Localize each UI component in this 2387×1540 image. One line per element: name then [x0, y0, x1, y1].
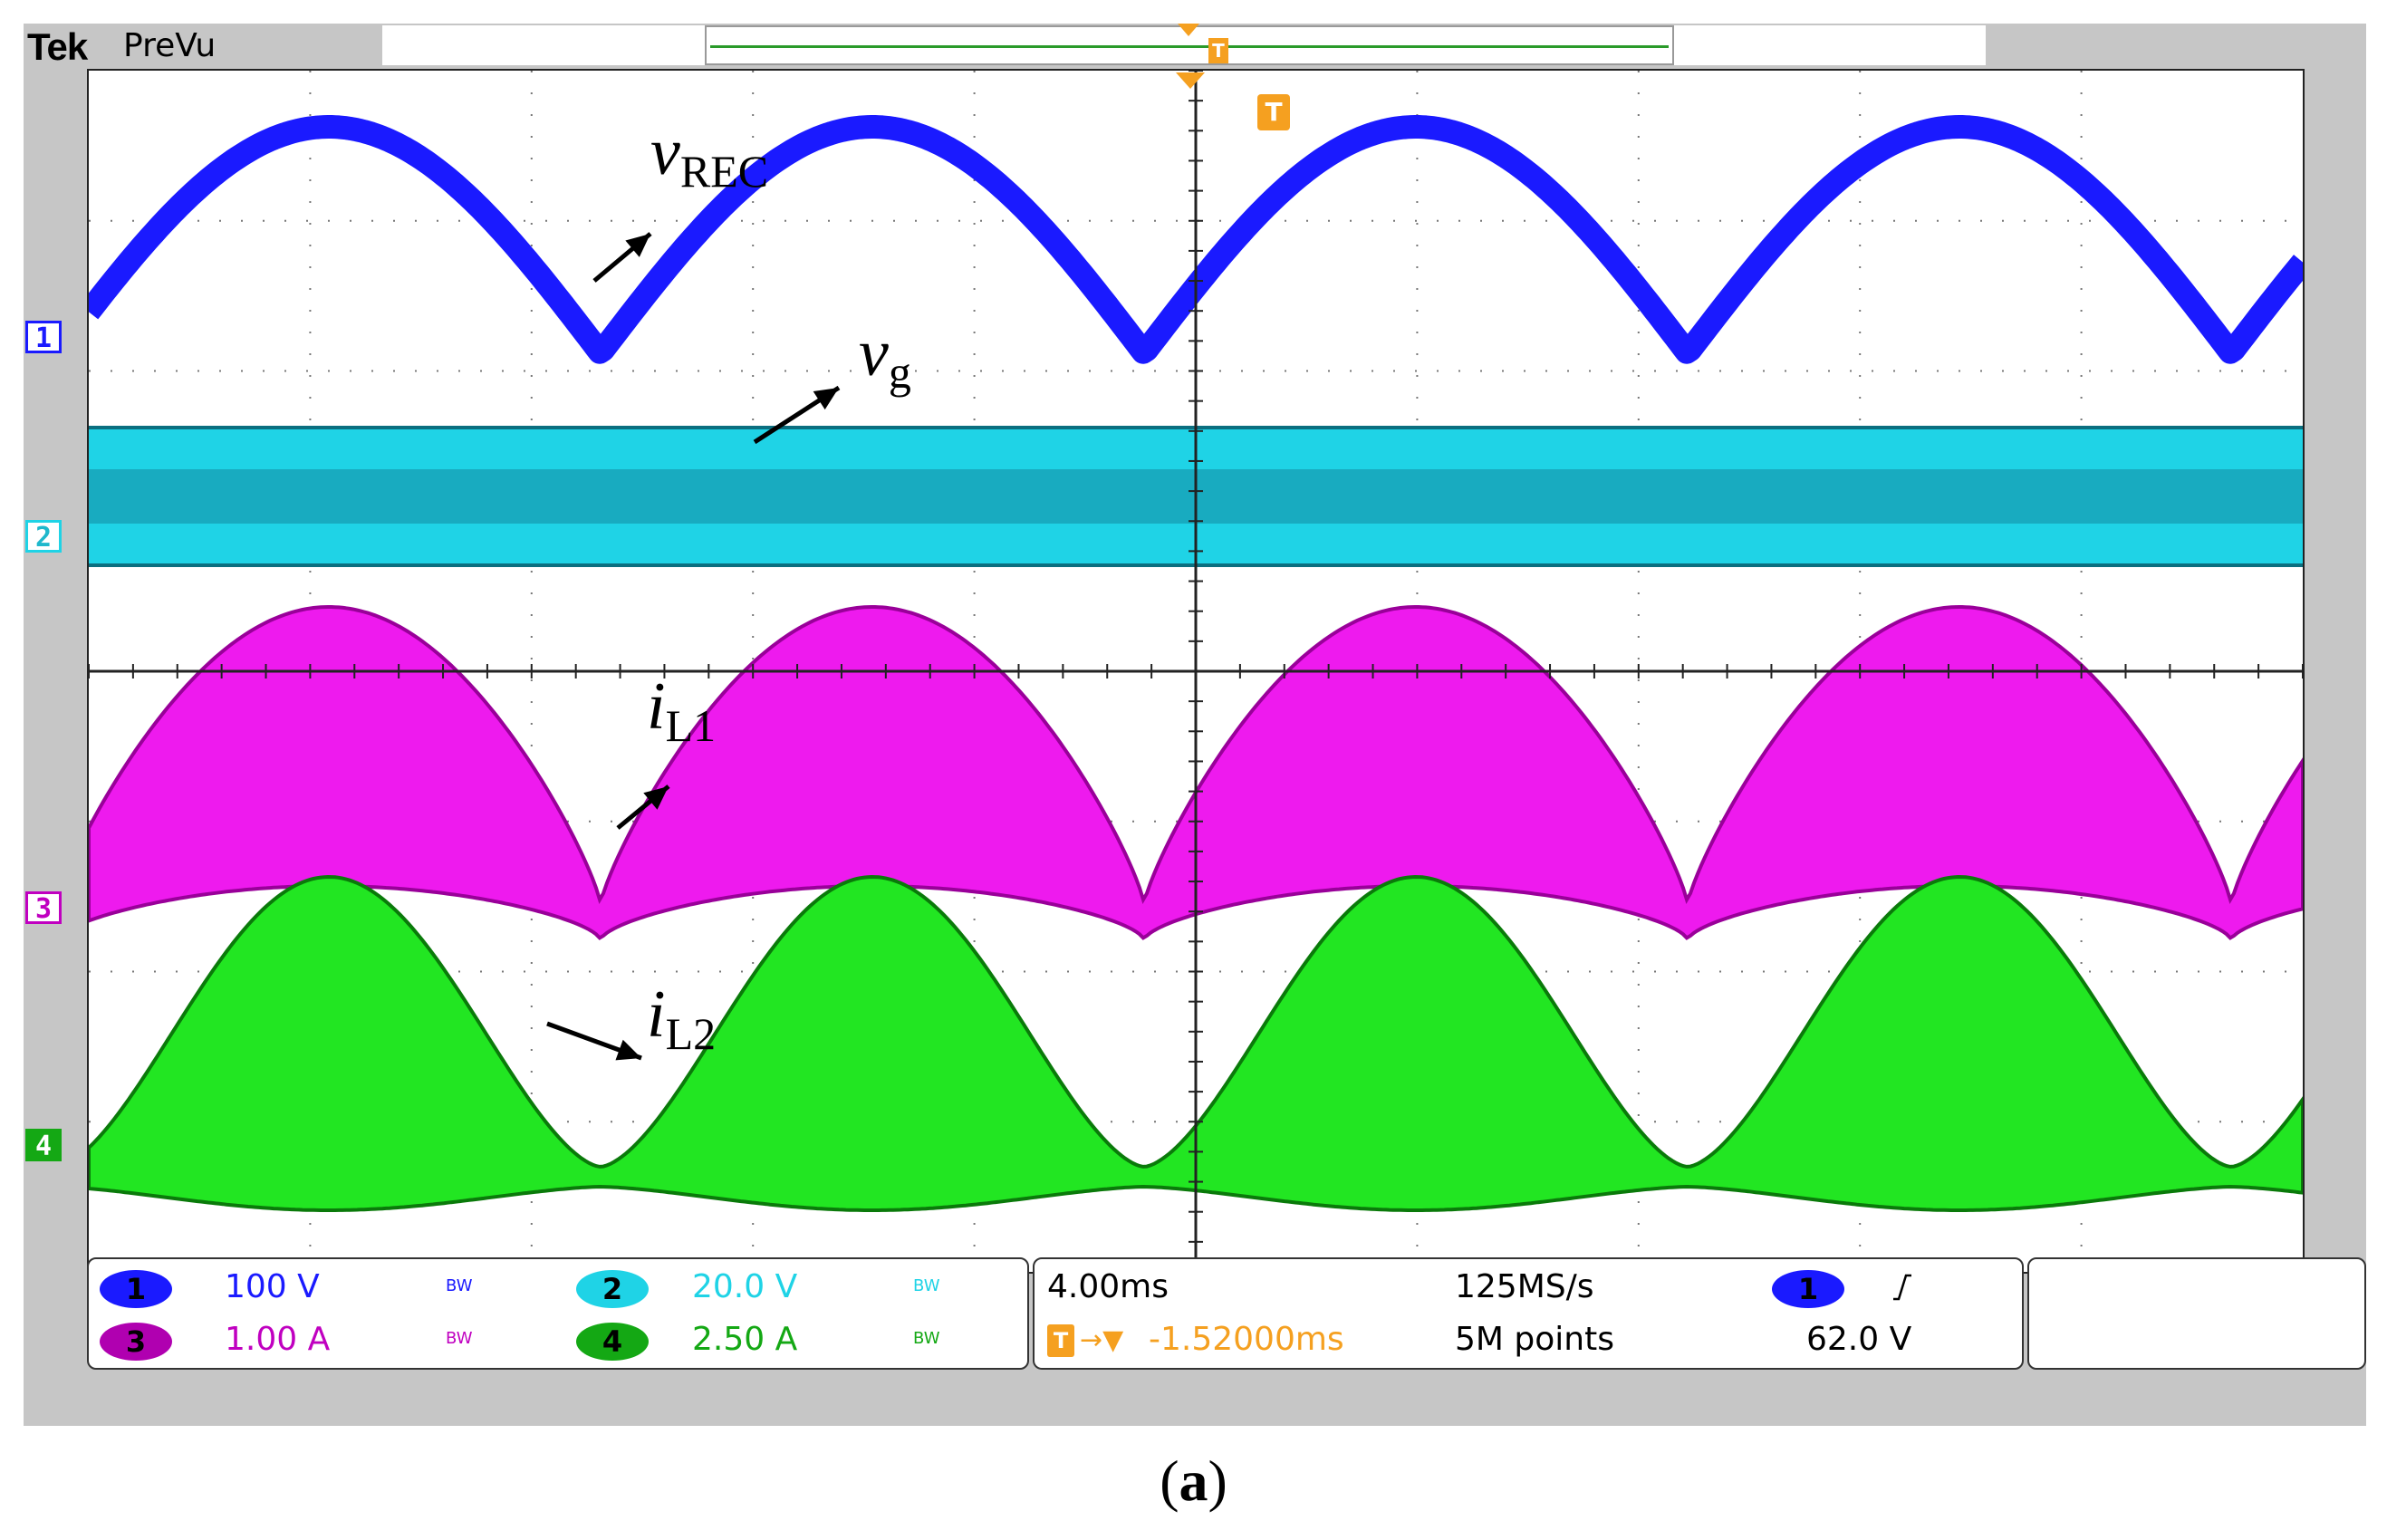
label-i-l2: iL2 — [647, 978, 716, 1070]
channel-4-ground-marker[interactable]: 4 — [25, 1129, 62, 1162]
label-i-l1-sub: L1 — [665, 700, 717, 751]
label-i-l1-main: i — [647, 669, 666, 744]
empty-readout-box — [2027, 1257, 2366, 1370]
figure-caption: (a) — [0, 1448, 2387, 1515]
record-trigger-flag: T — [1208, 38, 1228, 63]
graticule-center-axes — [89, 71, 2303, 1272]
status-box-left — [382, 25, 728, 65]
rising-edge-icon — [1891, 1272, 1911, 1301]
record-window-line — [710, 45, 1669, 48]
label-i-l1: iL1 — [647, 670, 716, 762]
sample-rate: 125MS/s — [1455, 1268, 1594, 1305]
arrow-v-rec — [592, 232, 652, 283]
trigger-level[interactable]: 62.0 V — [1806, 1321, 1912, 1358]
ch3-badge[interactable]: 3 — [100, 1323, 172, 1361]
caption-letter: a — [1179, 1449, 1208, 1513]
channel-settings-box[interactable]: 1 100 V BW 2 20.0 V BW 3 1.00 A BW 4 2.5… — [87, 1257, 1029, 1370]
trigger-position-icon — [1178, 24, 1199, 36]
ch1-scale[interactable]: 100 V — [225, 1268, 320, 1305]
arrow-i-l1 — [616, 784, 670, 830]
caption-open: ( — [1160, 1449, 1179, 1513]
waveform-display — [89, 71, 2303, 1272]
ch1-badge[interactable]: 1 — [100, 1270, 172, 1308]
trigger-time-marker-icon — [1176, 72, 1205, 89]
brand-logo: Tek — [27, 25, 88, 68]
label-v-g: vg — [859, 317, 911, 409]
delay-trigger-icon: T — [1047, 1324, 1074, 1357]
ch2-bw-limit: BW — [913, 1276, 940, 1295]
channel-1-ground-marker[interactable]: 1 — [25, 321, 62, 354]
trigger-source-badge[interactable]: 1 — [1772, 1270, 1844, 1308]
readout-panel: 1 100 V BW 2 20.0 V BW 3 1.00 A BW 4 2.5… — [87, 1257, 2366, 1372]
horizontal-scale[interactable]: 4.00ms — [1047, 1268, 1169, 1305]
top-status-bar: Tek PreVu T — [24, 24, 2366, 69]
ch4-bw-limit: BW — [913, 1329, 940, 1348]
label-v-rec-sub: REC — [679, 146, 769, 197]
label-v-g-sub: g — [888, 347, 911, 398]
arrow-v-g — [753, 385, 841, 445]
label-v-rec-main: v — [650, 115, 680, 189]
status-box-right — [1674, 25, 1986, 65]
label-v-rec: vREC — [650, 116, 768, 207]
ch2-badge[interactable]: 2 — [576, 1270, 649, 1308]
record-length[interactable]: 5M points — [1455, 1321, 1614, 1358]
ch1-bw-limit: BW — [446, 1276, 473, 1295]
channel-2-ground-marker[interactable]: 2 — [25, 520, 62, 553]
ch4-waveform — [89, 874, 2303, 1212]
oscilloscope-screen: Tek PreVu T T vREC vg iL1 iL2 1 2 3 4 — [24, 24, 2366, 1426]
ch3-waveform — [89, 605, 2303, 940]
acquisition-mode: PreVu — [123, 27, 217, 64]
arrow-i-l2 — [546, 1021, 642, 1061]
label-i-l2-main: i — [647, 977, 666, 1052]
ch4-badge[interactable]: 4 — [576, 1323, 649, 1361]
horizontal-delay[interactable]: -1.52000ms — [1149, 1321, 1344, 1358]
delay-arrow-icon: →▼ — [1080, 1324, 1124, 1356]
caption-close: ) — [1208, 1449, 1227, 1513]
waveform-graticule: T vREC vg iL1 iL2 — [87, 69, 2305, 1274]
timebase-box[interactable]: 4.00ms 125MS/s 1 T →▼ -1.52000ms 5M poin… — [1033, 1257, 2024, 1370]
label-i-l2-sub: L2 — [665, 1008, 717, 1059]
ch2-scale[interactable]: 20.0 V — [692, 1268, 798, 1305]
trigger-marker: T — [1257, 94, 1290, 130]
ch3-bw-limit: BW — [446, 1329, 473, 1348]
ch4-scale[interactable]: 2.50 A — [692, 1321, 798, 1358]
ch3-scale[interactable]: 1.00 A — [225, 1321, 331, 1358]
channel-3-ground-marker[interactable]: 3 — [25, 891, 62, 925]
label-v-g-main: v — [859, 316, 889, 390]
